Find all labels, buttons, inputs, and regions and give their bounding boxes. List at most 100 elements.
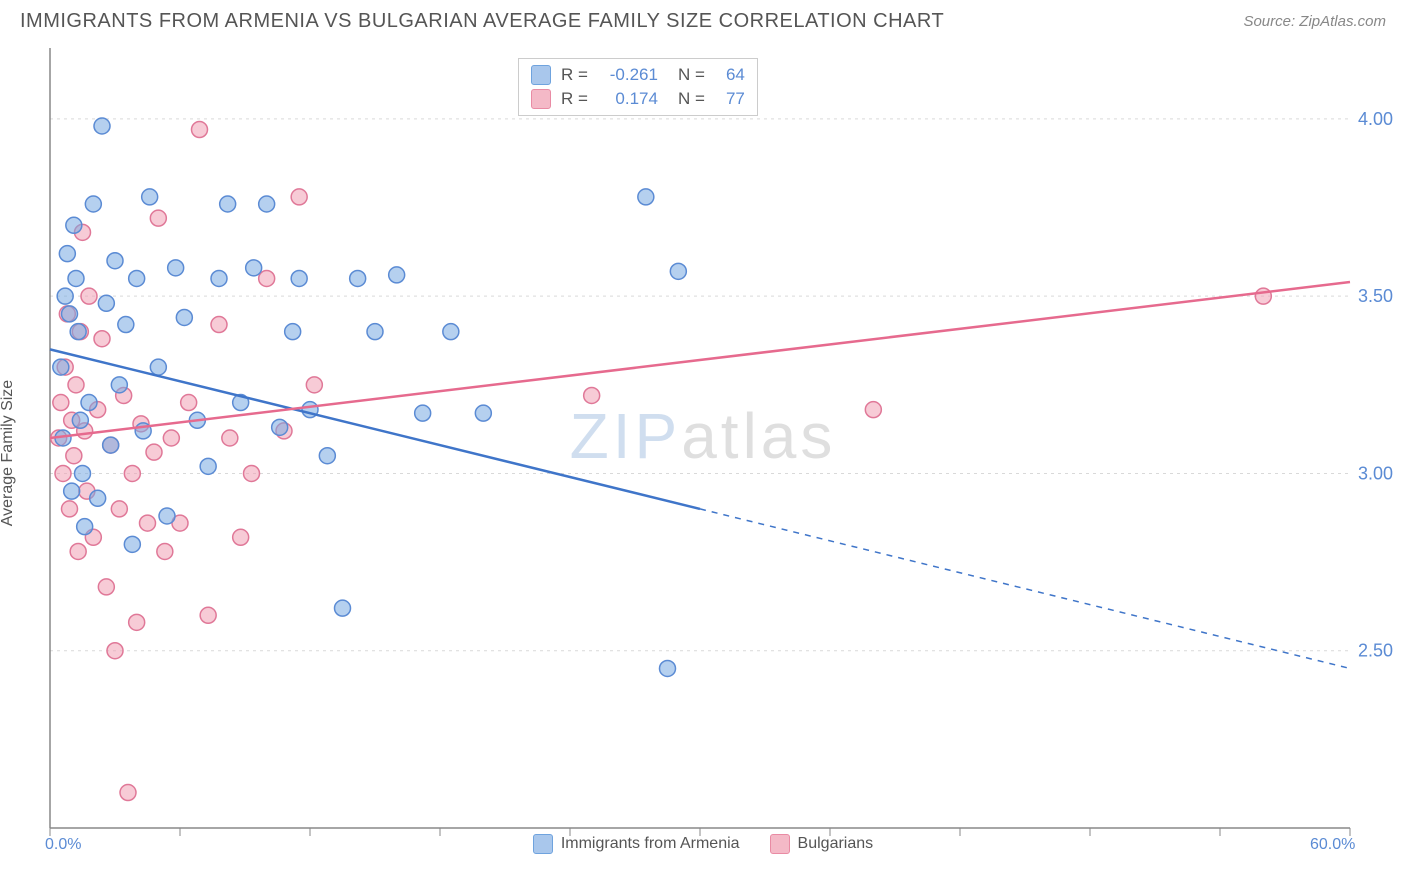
data-point (272, 419, 288, 435)
r-value: -0.261 (598, 65, 658, 85)
data-point (163, 430, 179, 446)
data-point (638, 189, 654, 205)
data-point (150, 359, 166, 375)
data-point (200, 607, 216, 623)
data-point (200, 458, 216, 474)
r-value: 0.174 (598, 89, 658, 109)
svg-text:4.00: 4.00 (1358, 109, 1393, 129)
chart-title: IMMIGRANTS FROM ARMENIA VS BULGARIAN AVE… (20, 10, 944, 33)
scatter-chart: 2.503.003.504.00 (0, 38, 1406, 868)
data-point (244, 465, 260, 481)
data-point (107, 643, 123, 659)
data-point (259, 196, 275, 212)
data-point (77, 519, 93, 535)
data-point (335, 600, 351, 616)
svg-text:2.50: 2.50 (1358, 641, 1393, 661)
r-label: R = (561, 89, 588, 109)
data-point (107, 253, 123, 269)
source-label: Source: ZipAtlas.com (1243, 13, 1386, 30)
data-point (98, 579, 114, 595)
data-point (157, 543, 173, 559)
data-point (111, 377, 127, 393)
data-point (129, 270, 145, 286)
n-value: 77 (715, 89, 745, 109)
data-point (72, 412, 88, 428)
legend-swatch (531, 89, 551, 109)
data-point (176, 309, 192, 325)
data-point (350, 270, 366, 286)
data-point (66, 448, 82, 464)
trend-line-extrapolated (700, 509, 1350, 669)
data-point (367, 324, 383, 340)
data-point (222, 430, 238, 446)
data-point (81, 288, 97, 304)
data-point (64, 483, 80, 499)
data-point (475, 405, 491, 421)
data-point (124, 465, 140, 481)
data-point (670, 263, 686, 279)
data-point (62, 306, 78, 322)
data-point (865, 402, 881, 418)
data-point (62, 501, 78, 517)
data-point (68, 377, 84, 393)
data-point (159, 508, 175, 524)
data-point (389, 267, 405, 283)
data-point (90, 490, 106, 506)
svg-text:3.00: 3.00 (1358, 463, 1393, 483)
data-point (120, 785, 136, 801)
data-point (291, 270, 307, 286)
data-point (220, 196, 236, 212)
data-point (53, 359, 69, 375)
data-point (85, 196, 101, 212)
n-label: N = (678, 89, 705, 109)
data-point (181, 395, 197, 411)
data-point (584, 387, 600, 403)
legend-label: Bulgarians (798, 835, 874, 853)
legend-swatch (531, 65, 551, 85)
data-point (59, 246, 75, 262)
data-point (142, 189, 158, 205)
data-point (291, 189, 307, 205)
data-point (259, 270, 275, 286)
data-point (211, 270, 227, 286)
chart-container: Average Family Size 2.503.003.504.00 ZIP… (0, 38, 1406, 868)
data-point (98, 295, 114, 311)
data-point (53, 395, 69, 411)
legend-label: Immigrants from Armenia (561, 835, 740, 853)
data-point (140, 515, 156, 531)
r-label: R = (561, 65, 588, 85)
data-point (81, 395, 97, 411)
data-point (660, 660, 676, 676)
data-point (319, 448, 335, 464)
n-label: N = (678, 65, 705, 85)
data-point (233, 529, 249, 545)
data-point (150, 210, 166, 226)
data-point (103, 437, 119, 453)
data-point (70, 543, 86, 559)
data-point (55, 465, 71, 481)
legend-swatch (533, 834, 553, 854)
trend-line (50, 282, 1350, 438)
data-point (443, 324, 459, 340)
data-point (285, 324, 301, 340)
data-point (306, 377, 322, 393)
legend-item: Immigrants from Armenia (533, 834, 740, 854)
data-point (146, 444, 162, 460)
data-point (118, 317, 134, 333)
data-point (68, 270, 84, 286)
data-point (415, 405, 431, 421)
data-point (129, 614, 145, 630)
data-point (75, 465, 91, 481)
data-point (70, 324, 86, 340)
data-point (94, 118, 110, 134)
n-value: 64 (715, 65, 745, 85)
legend-item: Bulgarians (770, 834, 874, 854)
correlation-legend-row: R = 0.174 N = 77 (527, 87, 749, 111)
y-axis-label: Average Family Size (0, 380, 17, 526)
correlation-legend: R = -0.261 N = 64 R = 0.174 N = 77 (518, 58, 758, 116)
data-point (124, 536, 140, 552)
data-point (94, 331, 110, 347)
series-legend: Immigrants from Armenia Bulgarians (0, 834, 1406, 854)
data-point (57, 288, 73, 304)
data-point (246, 260, 262, 276)
